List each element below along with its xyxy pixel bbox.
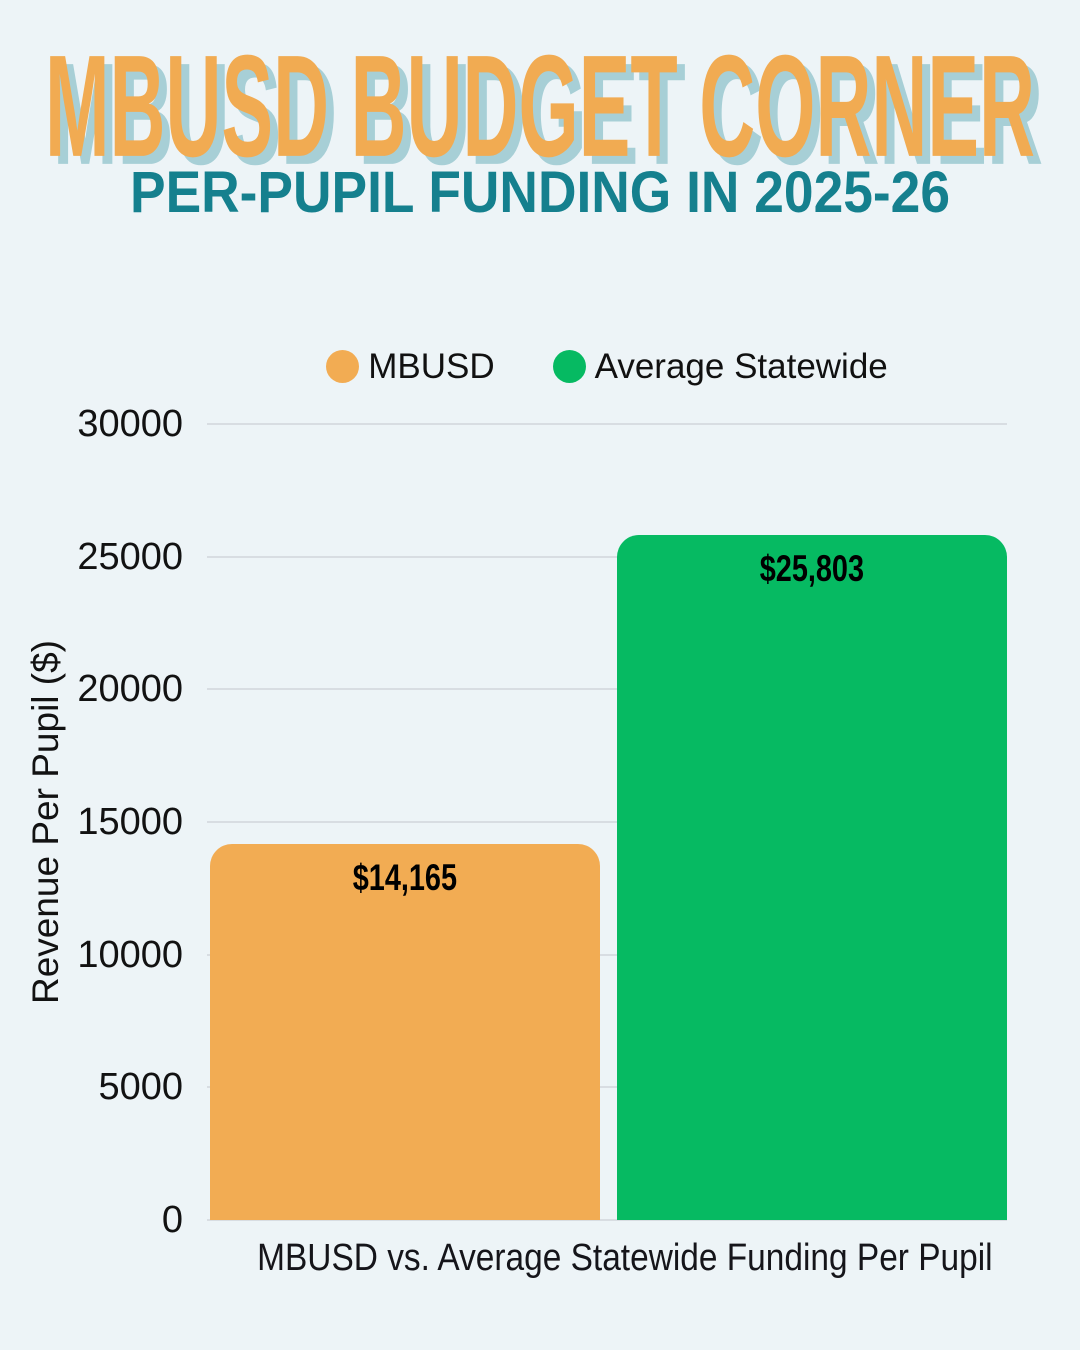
gridline [207, 953, 1007, 956]
x-axis-caption: MBUSD vs. Average Statewide Funding Per … [257, 1237, 993, 1279]
bar-value-text: $25,803 [759, 548, 865, 590]
page-subtitle: PER-PUPIL FUNDING IN 2025-26 [130, 160, 950, 225]
bar-mbusd: $14,165 [210, 844, 600, 1220]
gridline [207, 1086, 1007, 1089]
gridline [207, 688, 1007, 691]
circle-icon [326, 349, 360, 383]
gridline [207, 423, 1007, 425]
bar-average-statewide: $25,803 [617, 535, 1007, 1220]
legend-label: Average Statewide [594, 346, 888, 386]
chart-legend: MBUSD Average Statewide [207, 340, 1007, 392]
y-tick-label: 25000 [77, 535, 183, 578]
gridline [207, 555, 1007, 558]
bar-value-label: $25,803 [617, 550, 1007, 587]
header-subtitle-art: PER-PUPIL FUNDING IN 2025-26 [130, 160, 950, 225]
y-tick-label: 10000 [77, 933, 183, 976]
y-tick-label: 15000 [77, 801, 183, 843]
circle-icon [552, 349, 586, 383]
header-title-art: MBUSD BUDGET CORNER MBUSD BUDGET CORNER [45, 26, 1043, 186]
page-title-shadow: MBUSD BUDGET CORNER [53, 34, 1043, 186]
gridline [207, 821, 1007, 823]
legend-label: MBUSD [368, 346, 495, 386]
y-tick-label: 20000 [77, 668, 183, 711]
page-title: MBUSD BUDGET CORNER [45, 26, 1035, 186]
y-tick-label: 30000 [77, 403, 183, 445]
bar-value-text: $14,165 [352, 857, 458, 899]
legend-item: MBUSD [326, 346, 495, 386]
gridline [207, 1219, 1007, 1221]
y-tick-label: 5000 [98, 1066, 183, 1109]
y-tick-label: 0 [161, 1199, 183, 1241]
legend-item: Average Statewide [552, 346, 888, 386]
x-axis-caption-wrap: MBUSD vs. Average Statewide Funding Per … [207, 1237, 1007, 1280]
y-axis-title: Revenue Per Pupil ($) [25, 639, 66, 1005]
bar-value-label: $14,165 [210, 859, 600, 896]
